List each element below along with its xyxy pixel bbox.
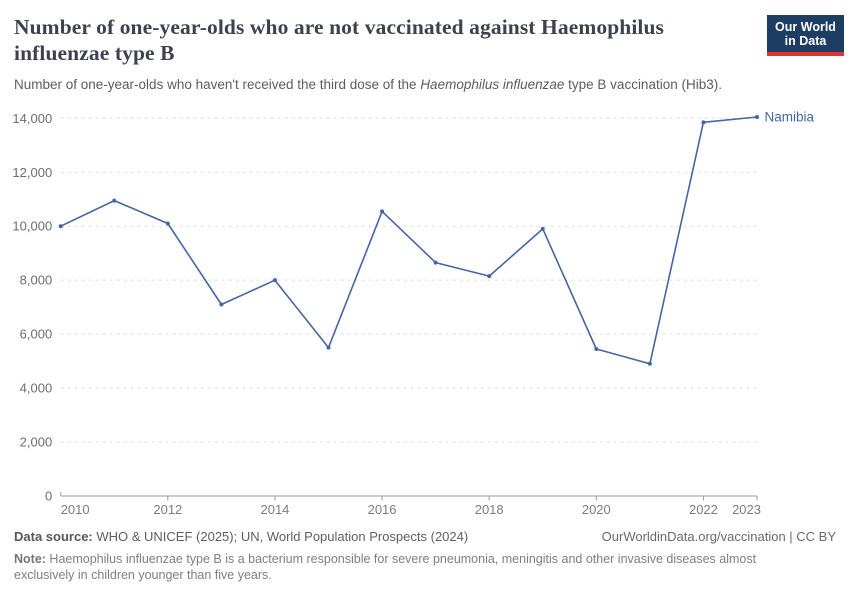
data-point-2010[interactable] — [58, 224, 63, 229]
y-tick-label: 12,000 — [12, 165, 52, 180]
subtitle-prefix: Number of one-year-olds who haven't rece… — [14, 77, 421, 92]
owid-logo-line1: Our World — [775, 19, 836, 34]
x-tick-label: 2012 — [153, 502, 182, 517]
data-point-2023[interactable] — [755, 114, 759, 119]
chart-canvas[interactable]: 0 2,000 4,000 6,000 8,000 10,000 12,000 14,000 2… — [0, 100, 850, 530]
data-point-2020[interactable] — [594, 346, 599, 351]
data-point-2018[interactable] — [487, 274, 492, 279]
x-tick-label: 2010 — [61, 502, 90, 517]
x-tick-label: 2018 — [475, 502, 504, 517]
series-end-label[interactable]: Namibia — [765, 109, 815, 124]
x-tick-label: 2016 — [368, 502, 397, 517]
y-tick-label: 4,000 — [20, 381, 53, 396]
data-point-2011[interactable] — [112, 198, 117, 203]
data-point-2016[interactable] — [380, 209, 385, 214]
note-text: Haemophilus influenzae type B is a bacte… — [14, 552, 757, 582]
data-point-2014[interactable] — [272, 278, 277, 283]
series-line-namibia[interactable] — [60, 116, 758, 365]
y-tick-label: 10,000 — [12, 219, 52, 234]
note-label: Note: — [14, 552, 46, 566]
data-point-2012[interactable] — [165, 221, 170, 226]
subtitle-suffix: type B vaccination (Hib3). — [564, 77, 722, 92]
subtitle-italic: Haemophilus influenzae — [420, 77, 565, 92]
line-chart[interactable]: 0 2,000 4,000 6,000 8,000 10,000 12,000 14,000 2… — [0, 100, 850, 530]
y-tick-label: 14,000 — [12, 111, 52, 126]
data-point-2017[interactable] — [433, 260, 438, 265]
x-tick-label: 2023 — [732, 502, 761, 517]
data-point-2021[interactable] — [647, 361, 652, 366]
owid-logo-line2: in Data — [784, 33, 827, 48]
attribution-link[interactable]: OurWorldinData.org/vaccination | CC BY — [601, 529, 836, 544]
page-title: Number of one-year-olds who are not vacc… — [14, 15, 665, 65]
data-source-label: Data source: — [14, 529, 93, 544]
chart-note: Note: Haemophilus influenzae type B is a… — [14, 551, 766, 583]
y-tick-label: 0 — [45, 489, 52, 504]
data-point-2019[interactable] — [540, 226, 545, 231]
data-point-2013[interactable] — [219, 302, 224, 307]
y-tick-label: 8,000 — [20, 273, 53, 288]
y-tick-label: 2,000 — [20, 435, 53, 450]
data-point-2022[interactable] — [701, 120, 706, 125]
owid-logo[interactable]: Our World in Data — [767, 15, 844, 56]
data-source: Data source: WHO & UNICEF (2025); UN, Wo… — [14, 529, 468, 545]
data-point-2015[interactable] — [326, 345, 331, 350]
chart-subtitle: Number of one-year-olds who haven't rece… — [14, 76, 834, 93]
x-tick-label: 2022 — [689, 502, 718, 517]
x-tick-label: 2020 — [582, 502, 611, 517]
data-source-text: WHO & UNICEF (2025); UN, World Populatio… — [92, 529, 469, 544]
x-tick-label: 2014 — [260, 502, 289, 517]
chart-footer: Data source: WHO & UNICEF (2025); UN, Wo… — [14, 529, 836, 583]
y-tick-label: 6,000 — [20, 327, 53, 342]
